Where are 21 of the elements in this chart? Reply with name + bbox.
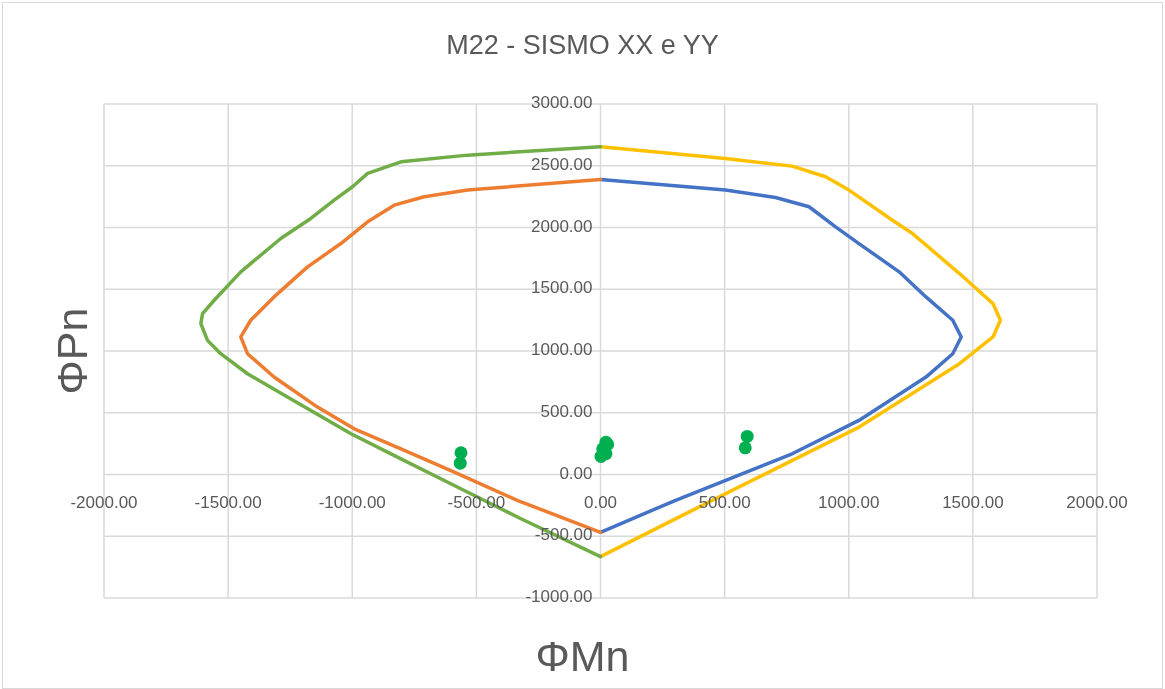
x-tick-label: 0.00 — [582, 492, 619, 513]
x-tick-label: 1500.00 — [941, 492, 1005, 513]
y-tick-label: 2000.00 — [530, 216, 593, 237]
point — [740, 429, 754, 443]
y-tick-label: 500.00 — [539, 401, 593, 422]
y-tick-label: 2500.00 — [530, 154, 593, 175]
x-tick-label: 2000.00 — [1065, 492, 1129, 513]
y-axis-title: ΦPn — [47, 307, 97, 395]
y-tick-label: 1000.00 — [530, 340, 593, 360]
x-tick-label: -1500.00 — [193, 492, 263, 513]
y-tick-label: 1500.00 — [530, 278, 593, 299]
x-axis-title: ΦMn — [534, 632, 631, 681]
y-tick-label: 0.00 — [558, 463, 593, 484]
x-tick-label: -2000.00 — [69, 492, 139, 513]
point — [453, 456, 467, 470]
y-tick-label: -1000.00 — [524, 587, 593, 607]
x-tick-label: 1000.00 — [817, 492, 881, 513]
point — [738, 441, 752, 455]
chart-title: M22 - SISMO XX e YY — [445, 30, 720, 61]
y-tick-label: 3000.00 — [530, 93, 593, 113]
x-tick-label: -1000.00 — [317, 492, 387, 513]
